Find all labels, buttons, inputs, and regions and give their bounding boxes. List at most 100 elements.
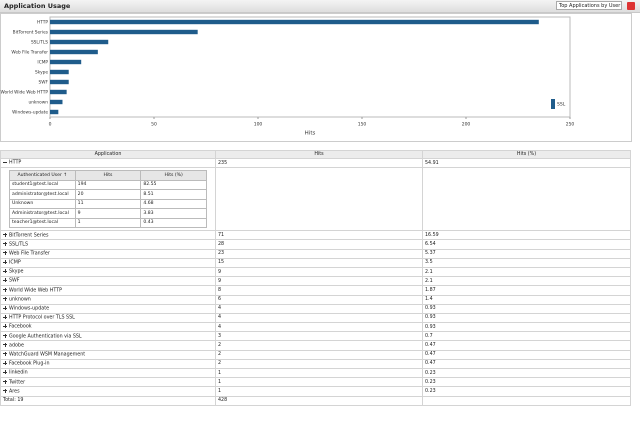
cell-text: Web File Transfer — [9, 251, 50, 257]
cell-text: 235 — [218, 160, 228, 166]
chart: Hits 0 50 100 150 200 250 HTTP BitTorrent Serie… — [0, 13, 632, 142]
value-cell: 0.93 — [422, 303, 631, 314]
cell-text: 1 — [218, 379, 222, 385]
expand-toggle[interactable] — [3, 296, 7, 301]
cell-text: 2 — [218, 352, 222, 358]
data-table: Application Hits Hits (%) HTTP 235 54.91 Auth… — [0, 150, 631, 406]
table-row: BitTorrent Series 71 16.59 — [0, 230, 631, 241]
expand-toggle[interactable] — [3, 278, 7, 283]
cell-text: Skype — [9, 269, 24, 275]
application-cell: SWF — [0, 276, 216, 287]
cell-text: 9 — [218, 269, 222, 275]
value-cell: 5.37 — [422, 248, 631, 259]
value-cell: 1 — [215, 386, 423, 397]
cell-text: 23 — [218, 251, 225, 257]
subcolumn-header[interactable]: Hits (%) — [140, 170, 207, 181]
cell-text: 0.93 — [425, 324, 436, 330]
expand-toggle[interactable] — [3, 388, 7, 393]
cell-text: 2 — [218, 361, 222, 367]
column-header[interactable]: Hits — [215, 150, 423, 159]
cell-text: WatchGuard WSM Management — [9, 352, 86, 358]
cell-text: 16.59 — [425, 232, 439, 238]
subtable-cell: 11 — [74, 198, 142, 210]
expand-toggle[interactable] — [3, 260, 7, 265]
table-row: linkedin 1 0.23 — [0, 367, 631, 379]
application-cell: Twitter — [0, 377, 216, 388]
bar — [50, 109, 59, 115]
value-cell: 1.4 — [422, 294, 631, 305]
chart-frame — [0, 13, 632, 142]
value-cell: 2.1 — [422, 266, 631, 278]
cell-text: 1.4 — [425, 297, 433, 303]
table-row: HTTP 235 54.91 — [0, 157, 631, 169]
value-cell: 6.54 — [422, 239, 631, 250]
cell-text: 1 — [218, 388, 222, 394]
report-dropdown[interactable]: Top Applications by User — [556, 1, 622, 10]
cell-text: 2 — [218, 343, 222, 349]
table-row: Ares 1 0.23 — [0, 386, 631, 397]
table-row: Web File Transfer 23 5.37 — [0, 248, 631, 259]
cell-text: 54.91 — [425, 160, 439, 166]
cell-text: 0.23 — [425, 388, 436, 394]
cell-text: adobe — [9, 343, 24, 349]
subtable-row: administrator@test.local 20 8.51 — [9, 189, 207, 200]
expand-toggle[interactable] — [3, 306, 7, 311]
value-cell: 0.23 — [422, 367, 631, 379]
table-row: Skype 9 2.1 — [0, 266, 631, 278]
cell-text: 0.47 — [425, 352, 436, 358]
application-cell: ICMP — [0, 257, 216, 268]
cell-text: 2.1 — [425, 278, 433, 284]
application-cell: BitTorrent Series — [0, 230, 216, 241]
x-tick-label: 100 — [254, 122, 263, 128]
cell-text: 6.54 — [425, 241, 436, 247]
value-cell: 2 — [215, 340, 423, 351]
detail-row: Authenticated User ↑ Hits Hits (%) student1… — [0, 167, 631, 232]
subtable-row: student1@test.local 194 82.55 — [9, 179, 207, 191]
expand-toggle[interactable] — [3, 370, 7, 375]
column-header[interactable]: Hits (%) — [422, 150, 631, 159]
cell-text: linkedin — [9, 370, 28, 376]
expand-toggle[interactable] — [3, 287, 7, 292]
expand-toggle[interactable] — [3, 342, 7, 347]
subcolumn-header[interactable]: Hits — [74, 170, 142, 181]
value-cell: 2 — [215, 349, 423, 360]
expand-toggle[interactable] — [3, 333, 7, 338]
cell-text: 0.47 — [425, 343, 436, 349]
value-cell: 2.1 — [422, 276, 631, 287]
y-tick-label: unknown — [28, 100, 48, 106]
bar — [50, 99, 63, 105]
application-cell: Windows-update — [0, 303, 216, 314]
subtable-header: Authenticated User ↑ Hits Hits (%) — [9, 170, 207, 181]
value-cell: 4 — [215, 303, 423, 314]
cell-text: 71 — [218, 232, 225, 238]
value-cell: 15 — [215, 257, 423, 268]
total-cell: Total: 19 — [0, 395, 216, 406]
application-cell: World Wide Web HTTP — [0, 285, 216, 296]
expand-toggle[interactable] — [3, 324, 7, 329]
cell-text: 0.47 — [425, 361, 436, 367]
panel-title: Application Usage — [4, 2, 71, 10]
table-row: WatchGuard WSM Management 2 0.47 — [0, 349, 631, 360]
expand-toggle[interactable] — [3, 250, 7, 255]
cell-text: 1 — [218, 370, 222, 376]
cell-text: 15 — [218, 260, 225, 266]
subtable-cell: 4.68 — [140, 198, 207, 210]
table-row: ICMP 15 3.5 — [0, 257, 631, 268]
expand-toggle[interactable] — [3, 351, 7, 356]
expand-toggle[interactable] — [3, 269, 7, 274]
expand-toggle[interactable] — [3, 160, 7, 165]
application-cell: Google Authentication via SSL — [0, 331, 216, 342]
expand-toggle[interactable] — [3, 315, 7, 320]
expand-toggle[interactable] — [3, 232, 7, 237]
expand-toggle[interactable] — [3, 361, 7, 366]
expand-toggle[interactable] — [3, 241, 7, 246]
export-icon[interactable] — [627, 2, 635, 10]
value-cell: 9 — [215, 266, 423, 278]
table-row: World Wide Web HTTP 8 1.87 — [0, 285, 631, 296]
cell-text: 2.1 — [425, 269, 433, 275]
subcolumn-header[interactable]: Authenticated User ↑ — [9, 170, 76, 181]
expand-toggle[interactable] — [3, 379, 7, 384]
empty-cell — [422, 167, 631, 232]
column-header[interactable]: Application — [0, 150, 216, 159]
application-cell: linkedin — [0, 367, 216, 379]
